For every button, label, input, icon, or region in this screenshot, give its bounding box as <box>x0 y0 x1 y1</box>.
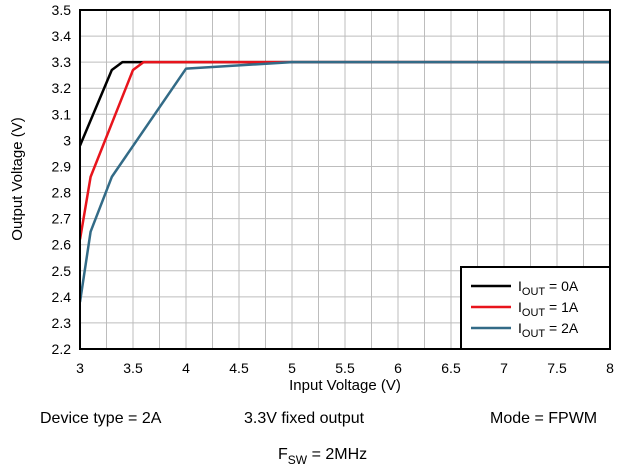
x-tick-label: 4.5 <box>229 360 249 376</box>
x-tick-label: 7 <box>500 360 508 376</box>
y-tick-labels: 2.2 2.3 2.4 2.5 2.6 2.7 2.8 2.9 3 3.1 3.2 3.3 3.4 3.5 <box>52 2 72 357</box>
mode-note: Mode = FPWM <box>490 410 597 427</box>
legend-label: IOUT = 1A <box>518 299 579 319</box>
y-tick-label: 3.2 <box>52 80 72 96</box>
fsw-subscript: SW <box>288 453 308 465</box>
y-axis-title: Output Voltage (V) <box>9 117 26 240</box>
series-layer <box>80 60 610 303</box>
x-tick-label: 7.5 <box>547 360 567 376</box>
x-tick-label: 5.5 <box>335 360 355 376</box>
x-tick-label: 8 <box>606 360 614 376</box>
x-tick-label: 6.5 <box>441 360 461 376</box>
y-tick-label: 3 <box>63 132 71 148</box>
x-tick-label: 3 <box>76 360 84 376</box>
y-tick-label: 2.2 <box>52 341 72 357</box>
x-tick-label: 3.5 <box>123 360 143 376</box>
y-tick-label: 2.6 <box>52 237 72 253</box>
fsw-rest: = 2MHz <box>307 446 367 463</box>
series-line <box>80 60 610 303</box>
plot-frame <box>79 9 611 350</box>
legend-label: IOUT = 2A <box>518 320 579 340</box>
legend-label: IOUT = 0A <box>518 278 579 298</box>
y-tick-label: 3.5 <box>52 2 72 18</box>
device-type-note: Device type = 2A <box>40 410 162 427</box>
switching-frequency-note: FSW = 2MHz <box>278 446 367 465</box>
fsw-main: F <box>278 446 288 463</box>
y-tick-label: 2.5 <box>52 263 72 279</box>
y-tick-label: 2.4 <box>52 289 72 305</box>
y-tick-label: 3.1 <box>52 106 72 122</box>
x-tick-label: 4 <box>182 360 190 376</box>
y-tick-label: 2.7 <box>52 211 72 227</box>
x-tick-label: 6 <box>394 360 402 376</box>
x-tick-label: 5 <box>288 360 296 376</box>
y-tick-label: 2.9 <box>52 158 72 174</box>
y-tick-label: 2.8 <box>52 185 72 201</box>
y-tick-label: 2.3 <box>52 315 72 331</box>
y-tick-label: 3.3 <box>52 54 72 70</box>
fixed-output-note: 3.3V fixed output <box>244 410 365 427</box>
y-tick-label: 3.4 <box>52 28 72 44</box>
x-tick-labels: 3 3.5 4 4.5 5 5.5 6 6.5 7 7.5 8 <box>76 360 614 376</box>
x-axis-title: Input Voltage (V) <box>289 377 401 394</box>
